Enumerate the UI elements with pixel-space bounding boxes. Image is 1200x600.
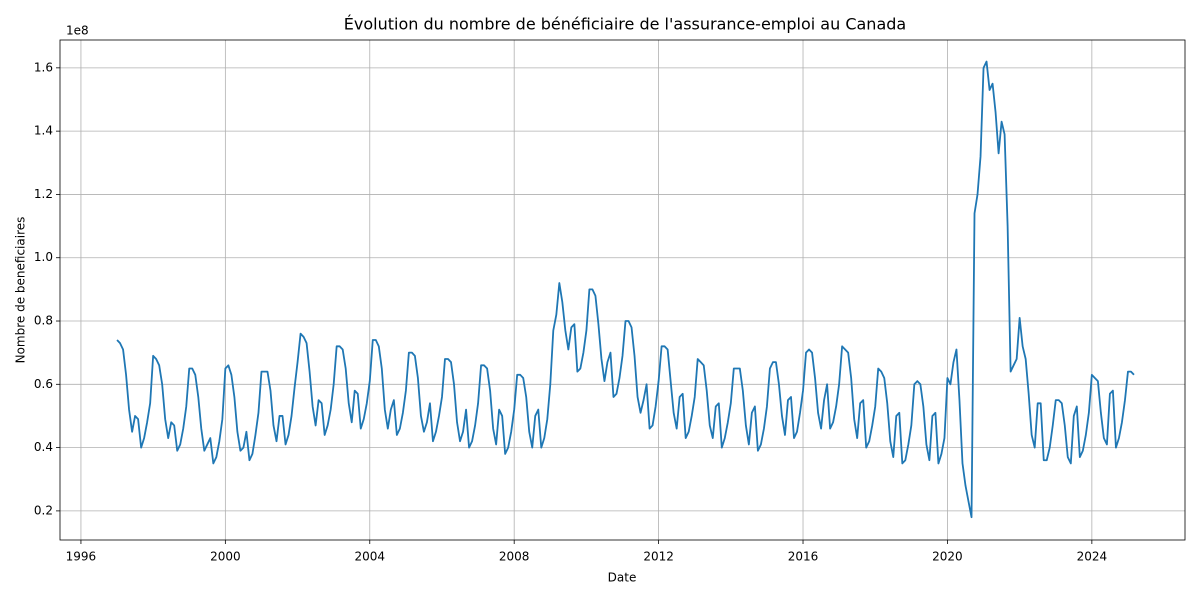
axes-frame bbox=[59, 39, 1186, 541]
y-tick-label: 1.6 bbox=[34, 60, 53, 74]
plot-area bbox=[116, 60, 1135, 519]
y-axis-label: Nombre de beneficiaires bbox=[14, 217, 28, 364]
y-tick-label: 0.6 bbox=[34, 377, 53, 391]
x-tick-label: 2008 bbox=[499, 550, 530, 564]
y-tick-label: 1.4 bbox=[34, 124, 53, 138]
y-tick-label: 1.2 bbox=[34, 187, 53, 201]
y-tick-label: 0.4 bbox=[34, 440, 53, 454]
x-tick-label: 2004 bbox=[354, 550, 385, 564]
y-offset-text: 1e8 bbox=[66, 24, 89, 38]
x-tick-label: 2020 bbox=[932, 550, 963, 564]
x-axis-label: Date bbox=[608, 571, 637, 585]
x-tick-label: 2000 bbox=[210, 550, 241, 564]
x-tick-label: 2016 bbox=[788, 550, 819, 564]
y-tick-label: 0.2 bbox=[34, 503, 53, 517]
chart-title: Évolution du nombre de bénéficiaire de l… bbox=[344, 15, 906, 34]
x-tick-label: 2012 bbox=[643, 550, 674, 564]
y-tick-label: 0.8 bbox=[34, 314, 53, 328]
grid bbox=[60, 40, 1185, 540]
data-line bbox=[116, 60, 1135, 519]
y-tick-label: 1.0 bbox=[34, 250, 53, 264]
x-tick-label: 1996 bbox=[66, 550, 97, 564]
x-tick-label: 2024 bbox=[1077, 550, 1108, 564]
